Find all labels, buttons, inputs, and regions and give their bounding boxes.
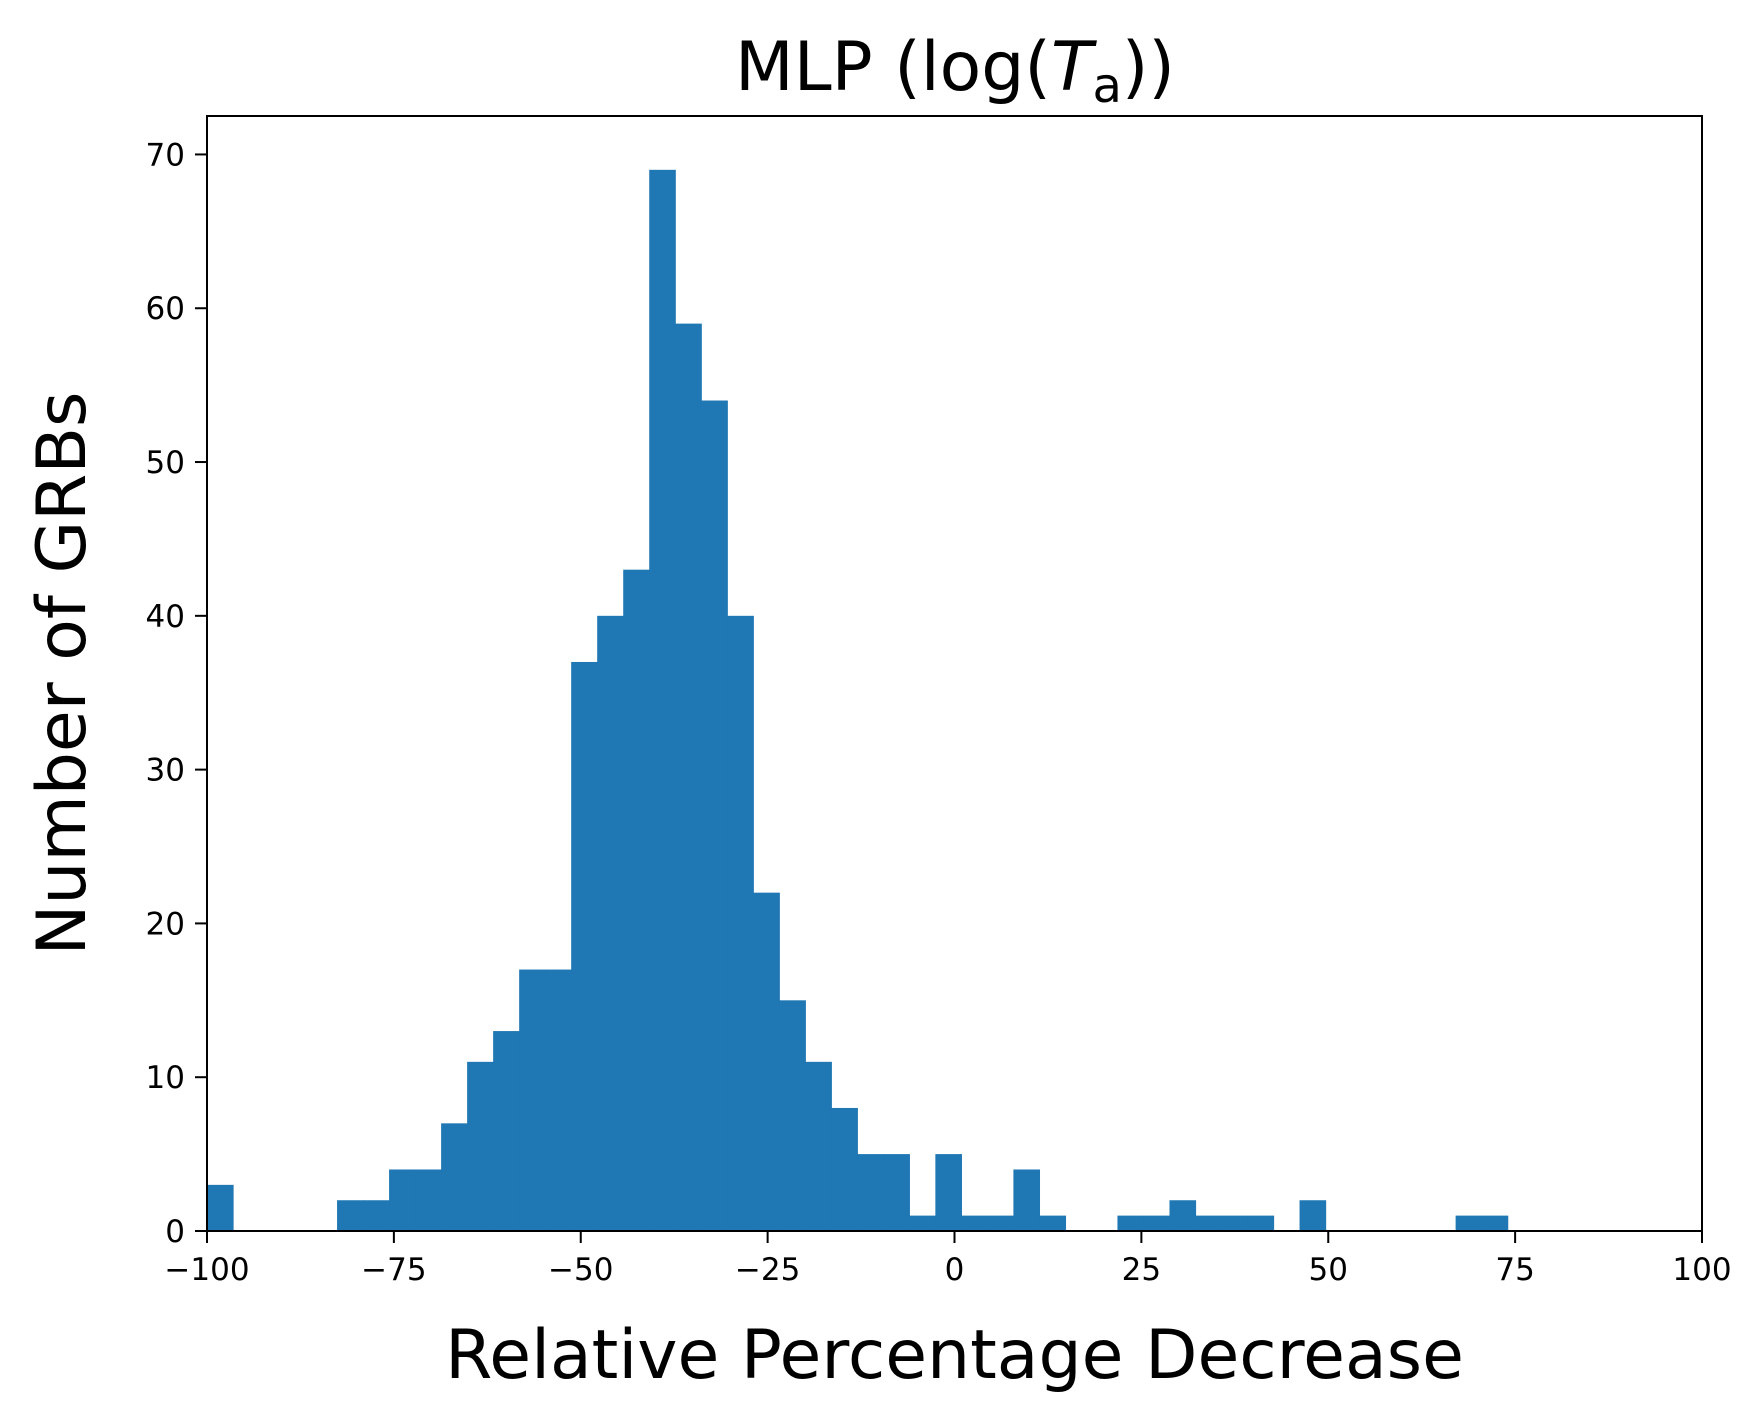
- x-tick-label: 25: [1122, 1252, 1161, 1288]
- x-tick-label: −25: [735, 1252, 800, 1288]
- histogram-bar: [1247, 1215, 1275, 1231]
- histogram-bar: [883, 1154, 910, 1231]
- x-axis-ticks: −100 −75 −50 −25 0 25 50 75 100: [164, 1231, 1732, 1288]
- x-tick-label: 0: [945, 1252, 965, 1288]
- y-axis-title: Number of GRBs: [23, 392, 102, 956]
- histogram-bar: [389, 1169, 416, 1231]
- histogram-bar: [623, 569, 650, 1231]
- chart-title: MLP (log(Ta)): [735, 28, 1175, 114]
- histogram-bar: [753, 892, 780, 1231]
- histogram-bar: [909, 1215, 936, 1231]
- histogram-bar: [1169, 1200, 1197, 1231]
- y-axis-ticks: 0 10 20 30 40 50 60 70: [146, 137, 207, 1250]
- histogram-bar: [545, 969, 572, 1231]
- histogram-bar: [1299, 1200, 1327, 1231]
- x-tick-label: 75: [1495, 1252, 1534, 1288]
- y-tick-label: 50: [146, 445, 185, 481]
- x-tick-label: 50: [1309, 1252, 1348, 1288]
- histogram-bar: [1455, 1215, 1483, 1231]
- histogram-bar: [597, 615, 624, 1231]
- histogram-bar: [571, 661, 598, 1231]
- y-tick-label: 40: [146, 599, 185, 635]
- chart-title-subscript: a: [1092, 58, 1121, 114]
- histogram-bar: [987, 1215, 1014, 1231]
- x-tick-label: 100: [1672, 1252, 1731, 1288]
- chart-title-suffix: )): [1122, 28, 1175, 107]
- histogram-bar: [415, 1169, 442, 1231]
- histogram-bar: [857, 1154, 884, 1231]
- histogram-bar: [519, 969, 546, 1231]
- histogram-bars: [207, 169, 1509, 1232]
- histogram-bar: [207, 1184, 234, 1231]
- histogram-bar: [675, 323, 702, 1231]
- histogram-bar: [1117, 1215, 1145, 1231]
- chart-title-prefix: MLP (log(: [735, 28, 1051, 107]
- histogram-bar: [805, 1061, 832, 1231]
- y-tick-label: 70: [146, 137, 185, 173]
- y-tick-label: 60: [146, 291, 185, 327]
- histogram-bar: [935, 1154, 962, 1231]
- histogram-bar: [363, 1200, 390, 1231]
- histogram-bar: [1039, 1215, 1067, 1231]
- histogram-bar: [441, 1123, 468, 1231]
- histogram-bar: [1143, 1215, 1171, 1231]
- histogram-bar: [1013, 1169, 1041, 1231]
- histogram-bar: [337, 1200, 364, 1231]
- histogram-bar: [727, 615, 754, 1231]
- histogram-bar: [961, 1215, 988, 1231]
- histogram-bar: [779, 1000, 806, 1231]
- x-tick-label: −100: [164, 1252, 249, 1288]
- histogram-bar: [1195, 1215, 1223, 1231]
- x-axis-title: Relative Percentage Decrease: [445, 1316, 1464, 1395]
- histogram-bar: [493, 1031, 520, 1231]
- histogram-bar: [1481, 1215, 1509, 1231]
- chart-title-symbol: T: [1051, 28, 1097, 107]
- y-tick-label: 20: [146, 906, 185, 942]
- histogram-bar: [467, 1061, 494, 1231]
- y-tick-label: 0: [165, 1214, 185, 1250]
- histogram-bar: [701, 400, 728, 1231]
- x-tick-label: −50: [548, 1252, 613, 1288]
- plot-area-frame: [206, 115, 1703, 1232]
- histogram-bar: [831, 1107, 858, 1231]
- histogram-bar: [1221, 1215, 1249, 1231]
- histogram-bar: [649, 169, 676, 1232]
- y-tick-label: 10: [146, 1060, 185, 1096]
- x-tick-label: −75: [361, 1252, 426, 1288]
- y-tick-label: 30: [146, 753, 185, 789]
